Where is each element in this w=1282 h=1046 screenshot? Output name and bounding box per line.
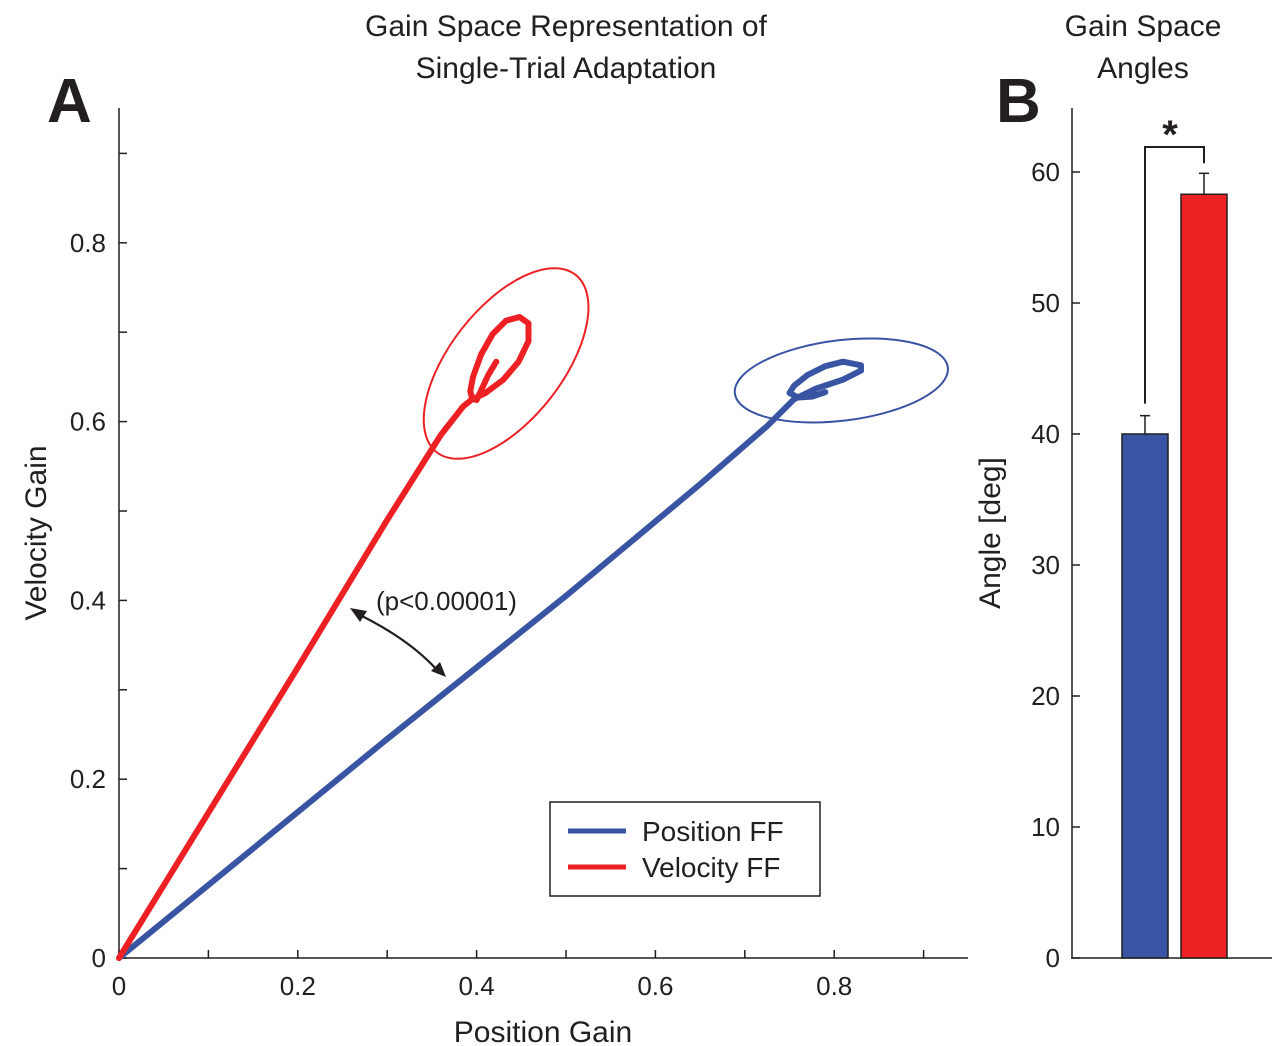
panel-b-title-line-2: Angles bbox=[1097, 52, 1189, 85]
panel-b-y-label: Angle [deg] bbox=[974, 457, 1007, 609]
x-tick-label: 0.8 bbox=[816, 971, 852, 1001]
series-line-velocity-ff bbox=[116, 314, 532, 961]
y-tick-label: 0.4 bbox=[70, 585, 106, 615]
significance-bracket bbox=[1144, 146, 1205, 404]
legend-label-position-ff: Position FF bbox=[642, 816, 784, 847]
b-y-tick-label: 60 bbox=[1031, 157, 1060, 187]
panel-a-x-label: Position Gain bbox=[454, 1016, 632, 1046]
panel-b-title-line-1: Gain Space bbox=[1065, 10, 1222, 43]
b-y-tick-label: 30 bbox=[1031, 550, 1060, 580]
angle-arrowhead-down bbox=[431, 662, 446, 677]
legend-box bbox=[549, 801, 821, 897]
panel-a-title-line-1: Gain Space Representation of bbox=[365, 10, 768, 43]
panel-a-series-lines bbox=[116, 314, 864, 961]
angle-arrowhead-up bbox=[350, 608, 367, 622]
panel-a-legend: Position FF Velocity FF bbox=[549, 801, 821, 897]
series-line-position-ff bbox=[116, 358, 864, 961]
panel-a-letter: A bbox=[47, 67, 92, 136]
b-y-tick-label: 50 bbox=[1031, 288, 1060, 318]
panel-a-gain-space-chart: A Gain Space Representation of Single-Tr… bbox=[20, 10, 968, 1046]
b-y-tick-label: 10 bbox=[1031, 812, 1060, 842]
panel-b-letter: B bbox=[996, 67, 1041, 136]
panel-a-confidence-ellipses bbox=[422, 267, 949, 460]
panel-b-tick-labels: 0 10 20 30 40 50 60 bbox=[1031, 157, 1060, 973]
panel-b-bars bbox=[1121, 172, 1228, 959]
y-tick-label: 0.2 bbox=[70, 764, 106, 794]
x-tick-label: 0.6 bbox=[637, 971, 673, 1001]
bar-position-ff bbox=[1121, 433, 1169, 959]
angle-arc-arrow bbox=[359, 614, 438, 671]
significance-bracket-line bbox=[1144, 146, 1205, 404]
ellipse-position-ff bbox=[733, 337, 949, 424]
x-tick-label: 0.2 bbox=[280, 971, 316, 1001]
y-tick-label: 0.8 bbox=[70, 228, 106, 258]
panel-a-tick-labels: 0 0.2 0.4 0.6 0.8 0 0.2 0.4 0.6 0.8 bbox=[70, 228, 852, 1001]
y-tick-label: 0 bbox=[92, 943, 106, 973]
angle-annotation: (p<0.00001) bbox=[350, 586, 517, 677]
ellipse-velocity-ff bbox=[422, 267, 590, 460]
b-y-tick-label: 0 bbox=[1046, 943, 1060, 973]
significance-star: * bbox=[1162, 113, 1178, 157]
p-value-annotation: (p<0.00001) bbox=[376, 586, 517, 616]
panel-b-angle-bar-chart: B Gain Space Angles 0 10 20 30 40 50 60 Angle … bbox=[974, 10, 1272, 973]
y-tick-label: 0.6 bbox=[70, 407, 106, 437]
panel-a-title-line-2: Single-Trial Adaptation bbox=[416, 52, 717, 85]
x-tick-label: 0 bbox=[112, 971, 126, 1001]
panel-b-ticks bbox=[1072, 171, 1080, 959]
b-y-tick-label: 20 bbox=[1031, 681, 1060, 711]
bar-velocity-ff bbox=[1180, 193, 1228, 959]
panel-a-y-label: Velocity Gain bbox=[20, 445, 53, 620]
legend-label-velocity-ff: Velocity FF bbox=[642, 852, 780, 883]
x-tick-label: 0.4 bbox=[459, 971, 495, 1001]
b-y-tick-label: 40 bbox=[1031, 419, 1060, 449]
